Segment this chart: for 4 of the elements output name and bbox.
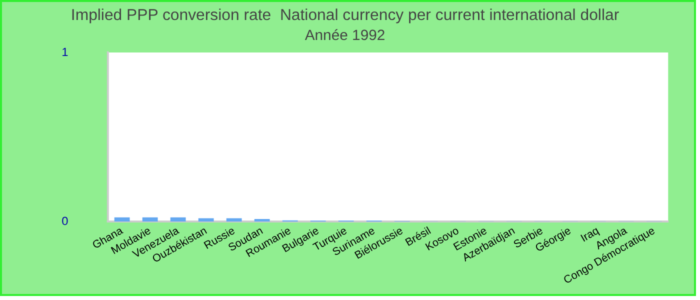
chart-subtitle: Année 1992	[304, 28, 386, 44]
y-tick-label: 0	[62, 214, 69, 228]
y-tick-label: 1	[62, 44, 69, 59]
chart-title: Implied PPP conversion rate National currency per current international dollar	[70, 6, 620, 24]
